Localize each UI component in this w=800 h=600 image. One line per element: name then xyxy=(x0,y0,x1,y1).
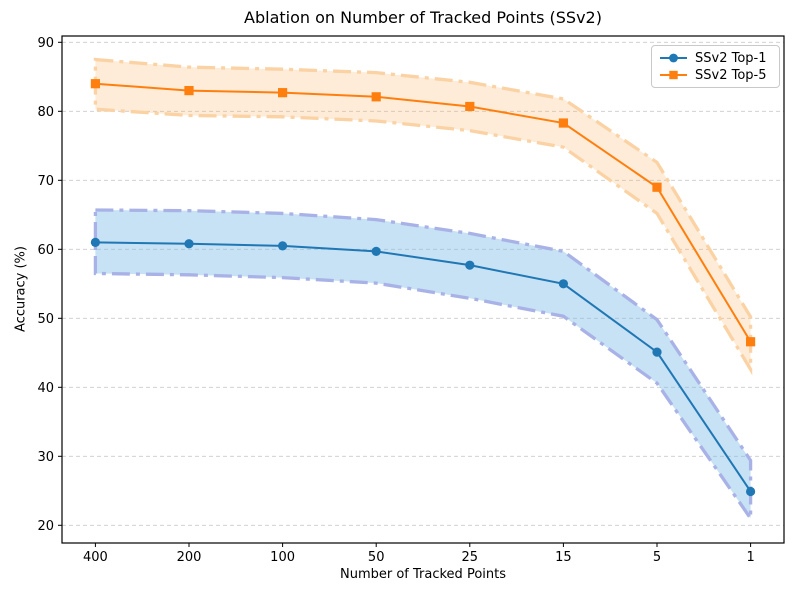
series-line-0 xyxy=(95,241,752,493)
y-tick-label: 70 xyxy=(37,174,54,189)
legend-marker-circle-icon xyxy=(660,53,687,63)
legend-item-top5: SSv2 Top-5 xyxy=(659,67,771,83)
x-tick-label: 100 xyxy=(270,550,295,565)
y-tick-label: 20 xyxy=(37,519,54,534)
data-point xyxy=(652,182,662,192)
data-point xyxy=(278,88,288,98)
y-tick-label: 90 xyxy=(37,36,54,51)
legend-marker-square-icon xyxy=(660,70,687,80)
data-point xyxy=(652,347,662,357)
data-point xyxy=(465,101,475,112)
legend-item-top1: SSv2 Top-1 xyxy=(659,50,771,66)
data-point xyxy=(90,237,100,247)
x-axis-label: Number of Tracked Points xyxy=(339,567,506,582)
x-tick-label: 15 xyxy=(555,550,572,565)
legend: SSv2 Top-1 SSv2 Top-5 xyxy=(651,45,780,88)
data-point xyxy=(90,79,100,89)
y-tick-label: 80 xyxy=(37,105,54,120)
legend-label-top1: SSv2 Top-1 xyxy=(695,50,767,66)
data-point xyxy=(746,337,756,347)
chart-title: Ablation on Number of Tracked Points (SS… xyxy=(244,8,602,27)
data-point xyxy=(184,86,194,96)
y-tick-label: 50 xyxy=(37,312,54,327)
x-tick-label: 25 xyxy=(462,550,479,565)
axes-frame xyxy=(61,35,785,544)
confidence-band-1 xyxy=(93,57,753,376)
confidence-band-0 xyxy=(93,208,753,524)
x-tick-label: 200 xyxy=(177,550,202,565)
data-point xyxy=(465,260,475,270)
x-tick-label: 50 xyxy=(368,550,385,565)
x-tick-label: 400 xyxy=(83,550,108,565)
x-tick-label: 5 xyxy=(653,550,661,565)
data-point xyxy=(558,118,568,128)
y-tick-label: 40 xyxy=(37,381,54,396)
data-point xyxy=(558,279,569,289)
data-point xyxy=(371,246,381,256)
x-tick-label: 1 xyxy=(746,550,754,565)
y-tick-label: 60 xyxy=(37,243,54,258)
y-axis-label: Accuracy (%) xyxy=(13,246,29,332)
data-point xyxy=(278,241,288,251)
data-point xyxy=(746,486,756,497)
data-point xyxy=(184,239,194,249)
y-tick-label: 30 xyxy=(37,450,54,465)
legend-label-top5: SSv2 Top-5 xyxy=(695,67,767,83)
series-line-1 xyxy=(95,82,752,343)
data-point xyxy=(371,92,381,102)
